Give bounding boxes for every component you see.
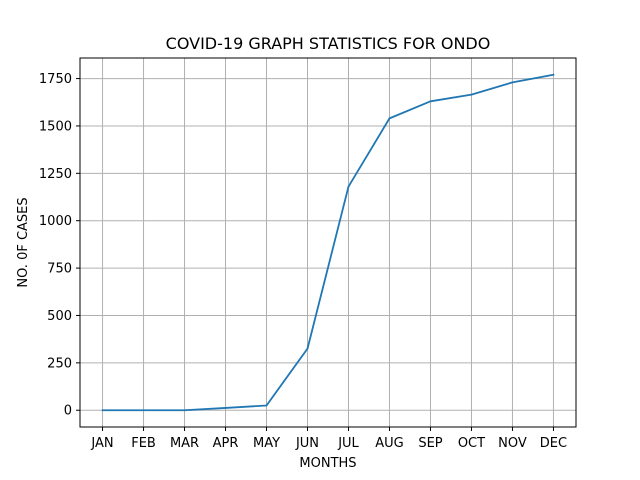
x-tick-label: DEC (540, 436, 567, 451)
x-tick-label: APR (213, 436, 239, 451)
y-tick-label: 250 (47, 356, 72, 371)
y-gridlines (80, 78, 576, 411)
data-point (552, 73, 555, 76)
plot-area-background (80, 58, 576, 427)
y-axis-label: NO. 0F CASES (16, 197, 31, 287)
data-point (429, 100, 432, 103)
series-line-0 (101, 73, 555, 412)
x-axis-ticks: JAN FEB MAR APR MAY JUN JUL AUG SEP OCT NOV DEC (90, 427, 567, 451)
data-point (224, 407, 227, 409)
x-tick-label: JUL (337, 436, 359, 451)
x-tick-label: NOV (498, 436, 527, 451)
x-tick-label: JAN (90, 436, 113, 451)
x-tick-label: JUN (295, 436, 319, 451)
x-tick-label: SEP (418, 436, 442, 451)
y-tick-label: 1000 (39, 214, 72, 229)
series-layer (101, 73, 555, 412)
chart-title: COVID-19 GRAPH STATISTICS FOR ONDO (166, 34, 491, 53)
data-point (511, 81, 514, 84)
y-axis-ticks: 0 250 500 750 1000 1250 1500 1750 (39, 72, 80, 419)
x-tick-label: AUG (375, 436, 403, 451)
y-tick-label: 1500 (39, 119, 72, 134)
y-tick-label: 0 (64, 404, 72, 419)
y-tick-label: 1250 (39, 167, 72, 182)
data-point (347, 185, 350, 188)
x-axis-label: MONTHS (299, 456, 356, 471)
plot-frame (79, 57, 577, 428)
y-tick-label: 750 (47, 262, 72, 277)
x-tick-label: MAR (170, 436, 199, 451)
x-tick-label: FEB (131, 436, 156, 451)
y-tick-label: 500 (47, 309, 72, 324)
data-point (265, 404, 268, 407)
y-tick-label: 1750 (39, 72, 72, 87)
data-point (101, 409, 104, 412)
data-point (470, 93, 473, 96)
x-tick-label: MAY (253, 436, 280, 451)
data-point (142, 409, 145, 412)
x-tick-label: OCT (458, 436, 485, 451)
data-point (306, 347, 309, 350)
data-point (388, 117, 391, 120)
data-point (183, 409, 186, 412)
